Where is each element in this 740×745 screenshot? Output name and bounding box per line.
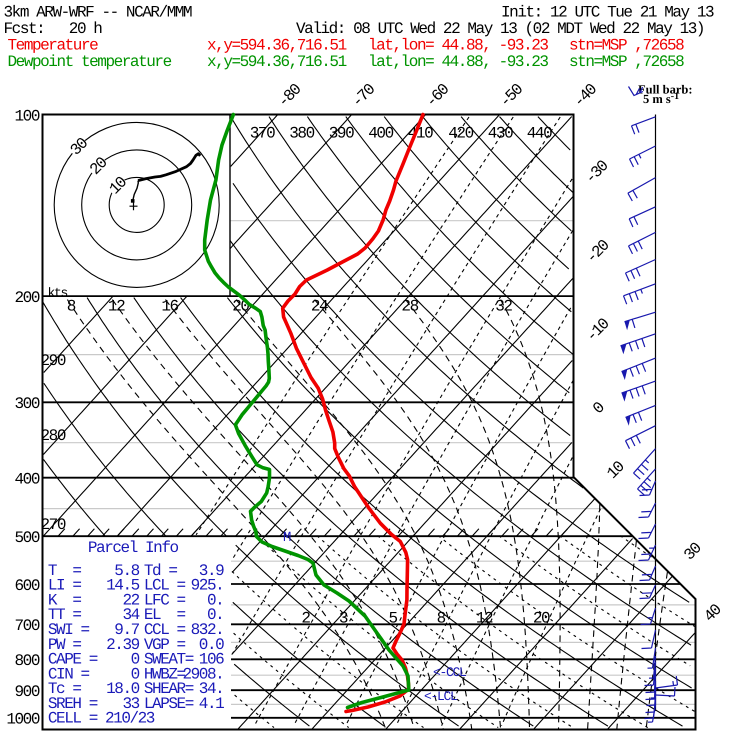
svg-text:0.: 0. <box>207 606 223 624</box>
svg-text:VGP =: VGP = <box>144 636 186 654</box>
svg-text:lat,lon= 44.88, -93.23: lat,lon= 44.88, -93.23 <box>368 53 548 71</box>
svg-text:TT =: TT = <box>48 606 81 624</box>
svg-text:EL =: EL = <box>144 606 186 624</box>
svg-text:34: 34 <box>122 606 139 624</box>
svg-text:CELL =: CELL = <box>48 710 98 728</box>
svg-text:12: 12 <box>476 609 493 627</box>
svg-text:33: 33 <box>122 695 139 713</box>
svg-text:3km ARW-WRF -- NCAR/MMM: 3km ARW-WRF -- NCAR/MMM <box>4 3 193 21</box>
svg-text:4.1: 4.1 <box>199 695 224 713</box>
svg-text:LAPSE=: LAPSE= <box>144 695 194 713</box>
svg-text:3: 3 <box>339 609 348 627</box>
svg-text:400: 400 <box>368 124 393 142</box>
svg-text:2908.: 2908. <box>182 665 223 683</box>
svg-text:Fcst: 20 h: Fcst: 20 h <box>4 20 103 38</box>
svg-text:3.9: 3.9 <box>199 562 224 580</box>
svg-text:270: 270 <box>41 516 66 534</box>
svg-text:LCL =: LCL = <box>144 577 186 595</box>
svg-text:Tc =: Tc = <box>48 680 81 698</box>
svg-text:1000: 1000 <box>6 711 39 729</box>
svg-text:500: 500 <box>15 529 40 547</box>
svg-text:Td =: Td = <box>144 562 177 580</box>
svg-text:24: 24 <box>311 297 328 315</box>
svg-text:210/23: 210/23 <box>105 710 155 728</box>
svg-text:K =: K = <box>48 592 81 610</box>
svg-text:Temperature: Temperature <box>8 36 99 54</box>
svg-text:SREH =: SREH = <box>48 695 98 713</box>
svg-text:0.0: 0.0 <box>199 636 224 654</box>
svg-text:CCL =: CCL = <box>144 621 186 639</box>
svg-text:280: 280 <box>41 427 66 445</box>
svg-text:14.5: 14.5 <box>106 577 139 595</box>
svg-text:8: 8 <box>437 609 446 627</box>
svg-text:380: 380 <box>289 124 314 142</box>
svg-text:LFC =: LFC = <box>144 592 186 610</box>
svg-text:34.: 34. <box>199 680 224 698</box>
svg-text:420: 420 <box>448 124 473 142</box>
svg-text:12: 12 <box>108 297 125 315</box>
svg-text:600: 600 <box>15 577 40 595</box>
svg-text:<-LCL: <-LCL <box>424 689 457 704</box>
svg-text:M: M <box>283 530 291 546</box>
svg-text:CAPE =: CAPE = <box>48 651 98 669</box>
svg-text:400: 400 <box>15 471 40 489</box>
svg-text:18.0: 18.0 <box>106 680 139 698</box>
svg-text:290: 290 <box>41 352 66 370</box>
svg-text:32: 32 <box>495 297 512 315</box>
svg-text:8: 8 <box>67 297 76 315</box>
svg-text:430: 430 <box>488 124 513 142</box>
svg-text:Init: 12 UTC Tue 21 May 13: Init: 12 UTC Tue 21 May 13 <box>501 3 714 21</box>
svg-text:CIN =: CIN = <box>48 665 90 683</box>
svg-text:stn=MSP ,72658: stn=MSP ,72658 <box>569 36 684 54</box>
svg-text:SHEAR=: SHEAR= <box>144 680 194 698</box>
svg-text:22: 22 <box>122 592 139 610</box>
svg-text:LI =: LI = <box>48 577 81 595</box>
svg-text:5 m s-1: 5 m s-1 <box>643 91 679 106</box>
svg-text:HWBZ=: HWBZ= <box>144 665 186 683</box>
svg-text:370: 370 <box>250 124 275 142</box>
svg-text:x,y=594.36,716.51: x,y=594.36,716.51 <box>207 53 347 71</box>
svg-text:700: 700 <box>15 617 40 635</box>
svg-text:SWI =: SWI = <box>48 621 90 639</box>
svg-text:800: 800 <box>15 652 40 670</box>
svg-text:Dewpoint temperature: Dewpoint temperature <box>8 53 172 71</box>
svg-text:832.: 832. <box>191 621 224 639</box>
svg-text:9.7: 9.7 <box>114 621 139 639</box>
svg-text:SWEAT=: SWEAT= <box>144 651 194 669</box>
svg-text:x,y=594.36,716.51: x,y=594.36,716.51 <box>207 36 347 54</box>
svg-text:Valid: 08 UTC Wed 22 May 13 (0: Valid: 08 UTC Wed 22 May 13 (02 MDT Wed … <box>296 20 704 38</box>
svg-text:2: 2 <box>301 609 310 627</box>
svg-text:900: 900 <box>15 683 40 701</box>
svg-text:925.: 925. <box>191 577 224 595</box>
svg-text:2.39: 2.39 <box>106 636 139 654</box>
svg-text:390: 390 <box>329 124 354 142</box>
svg-text:T =: T = <box>48 562 81 580</box>
svg-text:PW =: PW = <box>48 636 81 654</box>
svg-text:5.8: 5.8 <box>114 562 139 580</box>
svg-text:16: 16 <box>161 297 178 315</box>
svg-text:0: 0 <box>131 651 140 669</box>
svg-text:300: 300 <box>15 395 40 413</box>
svg-text:lat,lon= 44.88, -93.23: lat,lon= 44.88, -93.23 <box>368 36 548 54</box>
svg-text:<-CCL: <-CCL <box>433 665 466 680</box>
svg-text:stn=MSP ,72658: stn=MSP ,72658 <box>569 53 684 71</box>
svg-text:440: 440 <box>527 124 552 142</box>
svg-text:28: 28 <box>401 297 418 315</box>
svg-text:0: 0 <box>131 665 140 683</box>
svg-text:Full barb:: Full barb: <box>638 83 693 97</box>
svg-text:100: 100 <box>15 107 40 125</box>
svg-text:Parcel Info: Parcel Info <box>88 539 179 557</box>
svg-text:20: 20 <box>533 609 550 627</box>
svg-text:5: 5 <box>389 609 398 627</box>
svg-text:200: 200 <box>15 289 40 307</box>
svg-text:106: 106 <box>199 651 224 669</box>
svg-text:0.: 0. <box>207 592 223 610</box>
svg-text:kts: kts <box>48 286 68 301</box>
